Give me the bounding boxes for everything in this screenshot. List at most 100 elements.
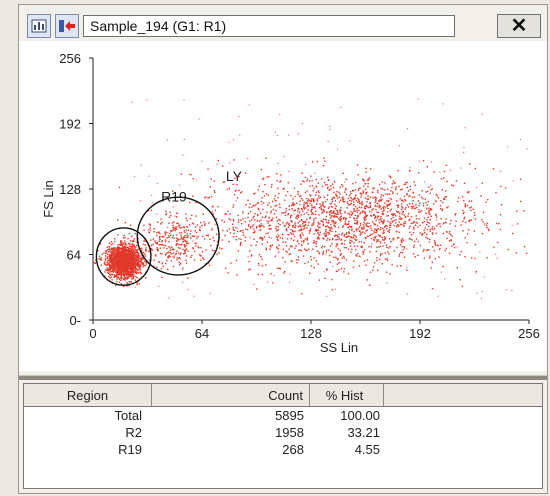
scatter-dot xyxy=(376,257,378,259)
scatter-dot xyxy=(355,254,357,256)
histogram-icon[interactable] xyxy=(27,14,51,38)
scatter-dot xyxy=(384,258,387,260)
scatter-dot xyxy=(351,237,353,239)
scatter-dot xyxy=(336,257,338,259)
scatter-dot xyxy=(375,250,378,253)
scatter-dot xyxy=(445,196,448,198)
scatter-dot xyxy=(367,225,369,228)
scatter-dot xyxy=(462,209,464,212)
scatter-dot xyxy=(292,224,294,227)
scatter-dot xyxy=(362,203,364,205)
scatter-dot xyxy=(166,247,168,250)
scatter-dot xyxy=(375,229,378,232)
scatter-dot xyxy=(258,264,260,267)
header-count[interactable]: Count xyxy=(152,384,310,406)
scatter-dot xyxy=(347,212,349,215)
scatter-dot xyxy=(456,200,459,203)
scatter-dot xyxy=(347,203,349,205)
scatter-dot xyxy=(403,239,405,241)
scatter-dot xyxy=(254,192,256,195)
scatter-dot xyxy=(105,250,107,252)
header-pct-hist[interactable]: % Hist xyxy=(310,384,384,406)
scatter-dot xyxy=(322,211,324,213)
scatter-dot xyxy=(120,247,123,250)
scatter-dot xyxy=(213,190,216,192)
scatter-dot xyxy=(172,226,174,229)
scatter-dot xyxy=(366,191,368,194)
scatter-dot xyxy=(348,231,350,233)
scatter-dot xyxy=(172,255,174,257)
scatter-dot xyxy=(389,221,391,223)
scatter-dot xyxy=(328,226,331,229)
scatter-dot xyxy=(290,259,292,262)
scatter-dot xyxy=(228,218,230,220)
gate-arrow-icon[interactable] xyxy=(55,14,79,38)
scatter-dot xyxy=(392,213,394,215)
scatter-dot xyxy=(118,251,121,253)
scatter-dot xyxy=(354,189,357,191)
scatter-dot xyxy=(142,258,145,260)
scatter-dot xyxy=(400,208,403,211)
scatter-plot[interactable]: 0 64 128 192 256 0- 64 128 192 256 SS Lin FS Lin R1… xyxy=(19,41,547,371)
scatter-dot xyxy=(174,215,176,217)
scatter-dot xyxy=(128,270,130,273)
scatter-dot xyxy=(361,245,363,247)
scatter-dot xyxy=(284,199,286,201)
scatter-dot xyxy=(339,254,341,256)
scatter-dot xyxy=(129,245,131,248)
scatter-dot xyxy=(278,218,280,221)
scatter-dot xyxy=(403,195,406,198)
scatter-dot xyxy=(122,259,124,261)
scatter-dot xyxy=(138,263,140,265)
scatter-dot xyxy=(172,206,175,208)
scatter-dot xyxy=(387,220,389,222)
scatter-dot xyxy=(341,232,344,234)
scatter-dot xyxy=(277,187,279,190)
scatter-dot xyxy=(257,207,259,210)
scatter-dot xyxy=(129,271,131,273)
scatter-dot xyxy=(133,176,136,178)
scatter-dot xyxy=(256,227,258,229)
scatter-dot xyxy=(304,221,307,223)
scatter-dot xyxy=(387,203,389,206)
scatter-dot xyxy=(520,200,522,203)
scatter-dot xyxy=(322,201,324,203)
header-region[interactable]: Region xyxy=(24,384,152,406)
scatter-dot xyxy=(257,262,260,265)
scatter-dot xyxy=(353,201,355,203)
scatter-dot xyxy=(412,200,414,202)
scatter-dot xyxy=(116,268,118,270)
scatter-dot xyxy=(466,204,469,207)
scatter-dot xyxy=(303,213,305,215)
scatter-dot xyxy=(278,235,280,237)
scatter-dot xyxy=(347,197,350,200)
scatter-dot xyxy=(409,231,411,234)
scatter-dot xyxy=(463,146,465,149)
scatter-dot xyxy=(380,200,382,202)
scatter-dot xyxy=(327,237,329,240)
scatter-dot xyxy=(375,197,378,199)
scatter-dot xyxy=(312,201,315,203)
scatter-dot xyxy=(133,244,136,246)
scatter-dot xyxy=(318,195,320,197)
scatter-dot xyxy=(221,165,224,167)
scatter-dot xyxy=(276,236,279,239)
scatter-dot xyxy=(136,283,138,286)
scatter-dot xyxy=(118,269,120,271)
scatter-dot xyxy=(247,256,249,258)
scatter-dot xyxy=(201,160,203,162)
scatter-dot xyxy=(323,245,326,248)
scatter-dot xyxy=(439,223,441,225)
close-button[interactable]: ✕ xyxy=(497,14,541,38)
scatter-dot xyxy=(392,237,394,239)
scatter-dot xyxy=(413,226,415,229)
scatter-dot xyxy=(313,218,315,220)
scatter-dot xyxy=(375,199,377,202)
scatter-dot xyxy=(322,224,325,227)
scatter-dot xyxy=(315,194,317,196)
scatter-dot xyxy=(381,181,384,183)
scatter-dot xyxy=(431,228,433,230)
scatter-dot xyxy=(236,230,239,233)
scatter-dot xyxy=(144,264,147,267)
scatter-dot xyxy=(104,269,107,271)
